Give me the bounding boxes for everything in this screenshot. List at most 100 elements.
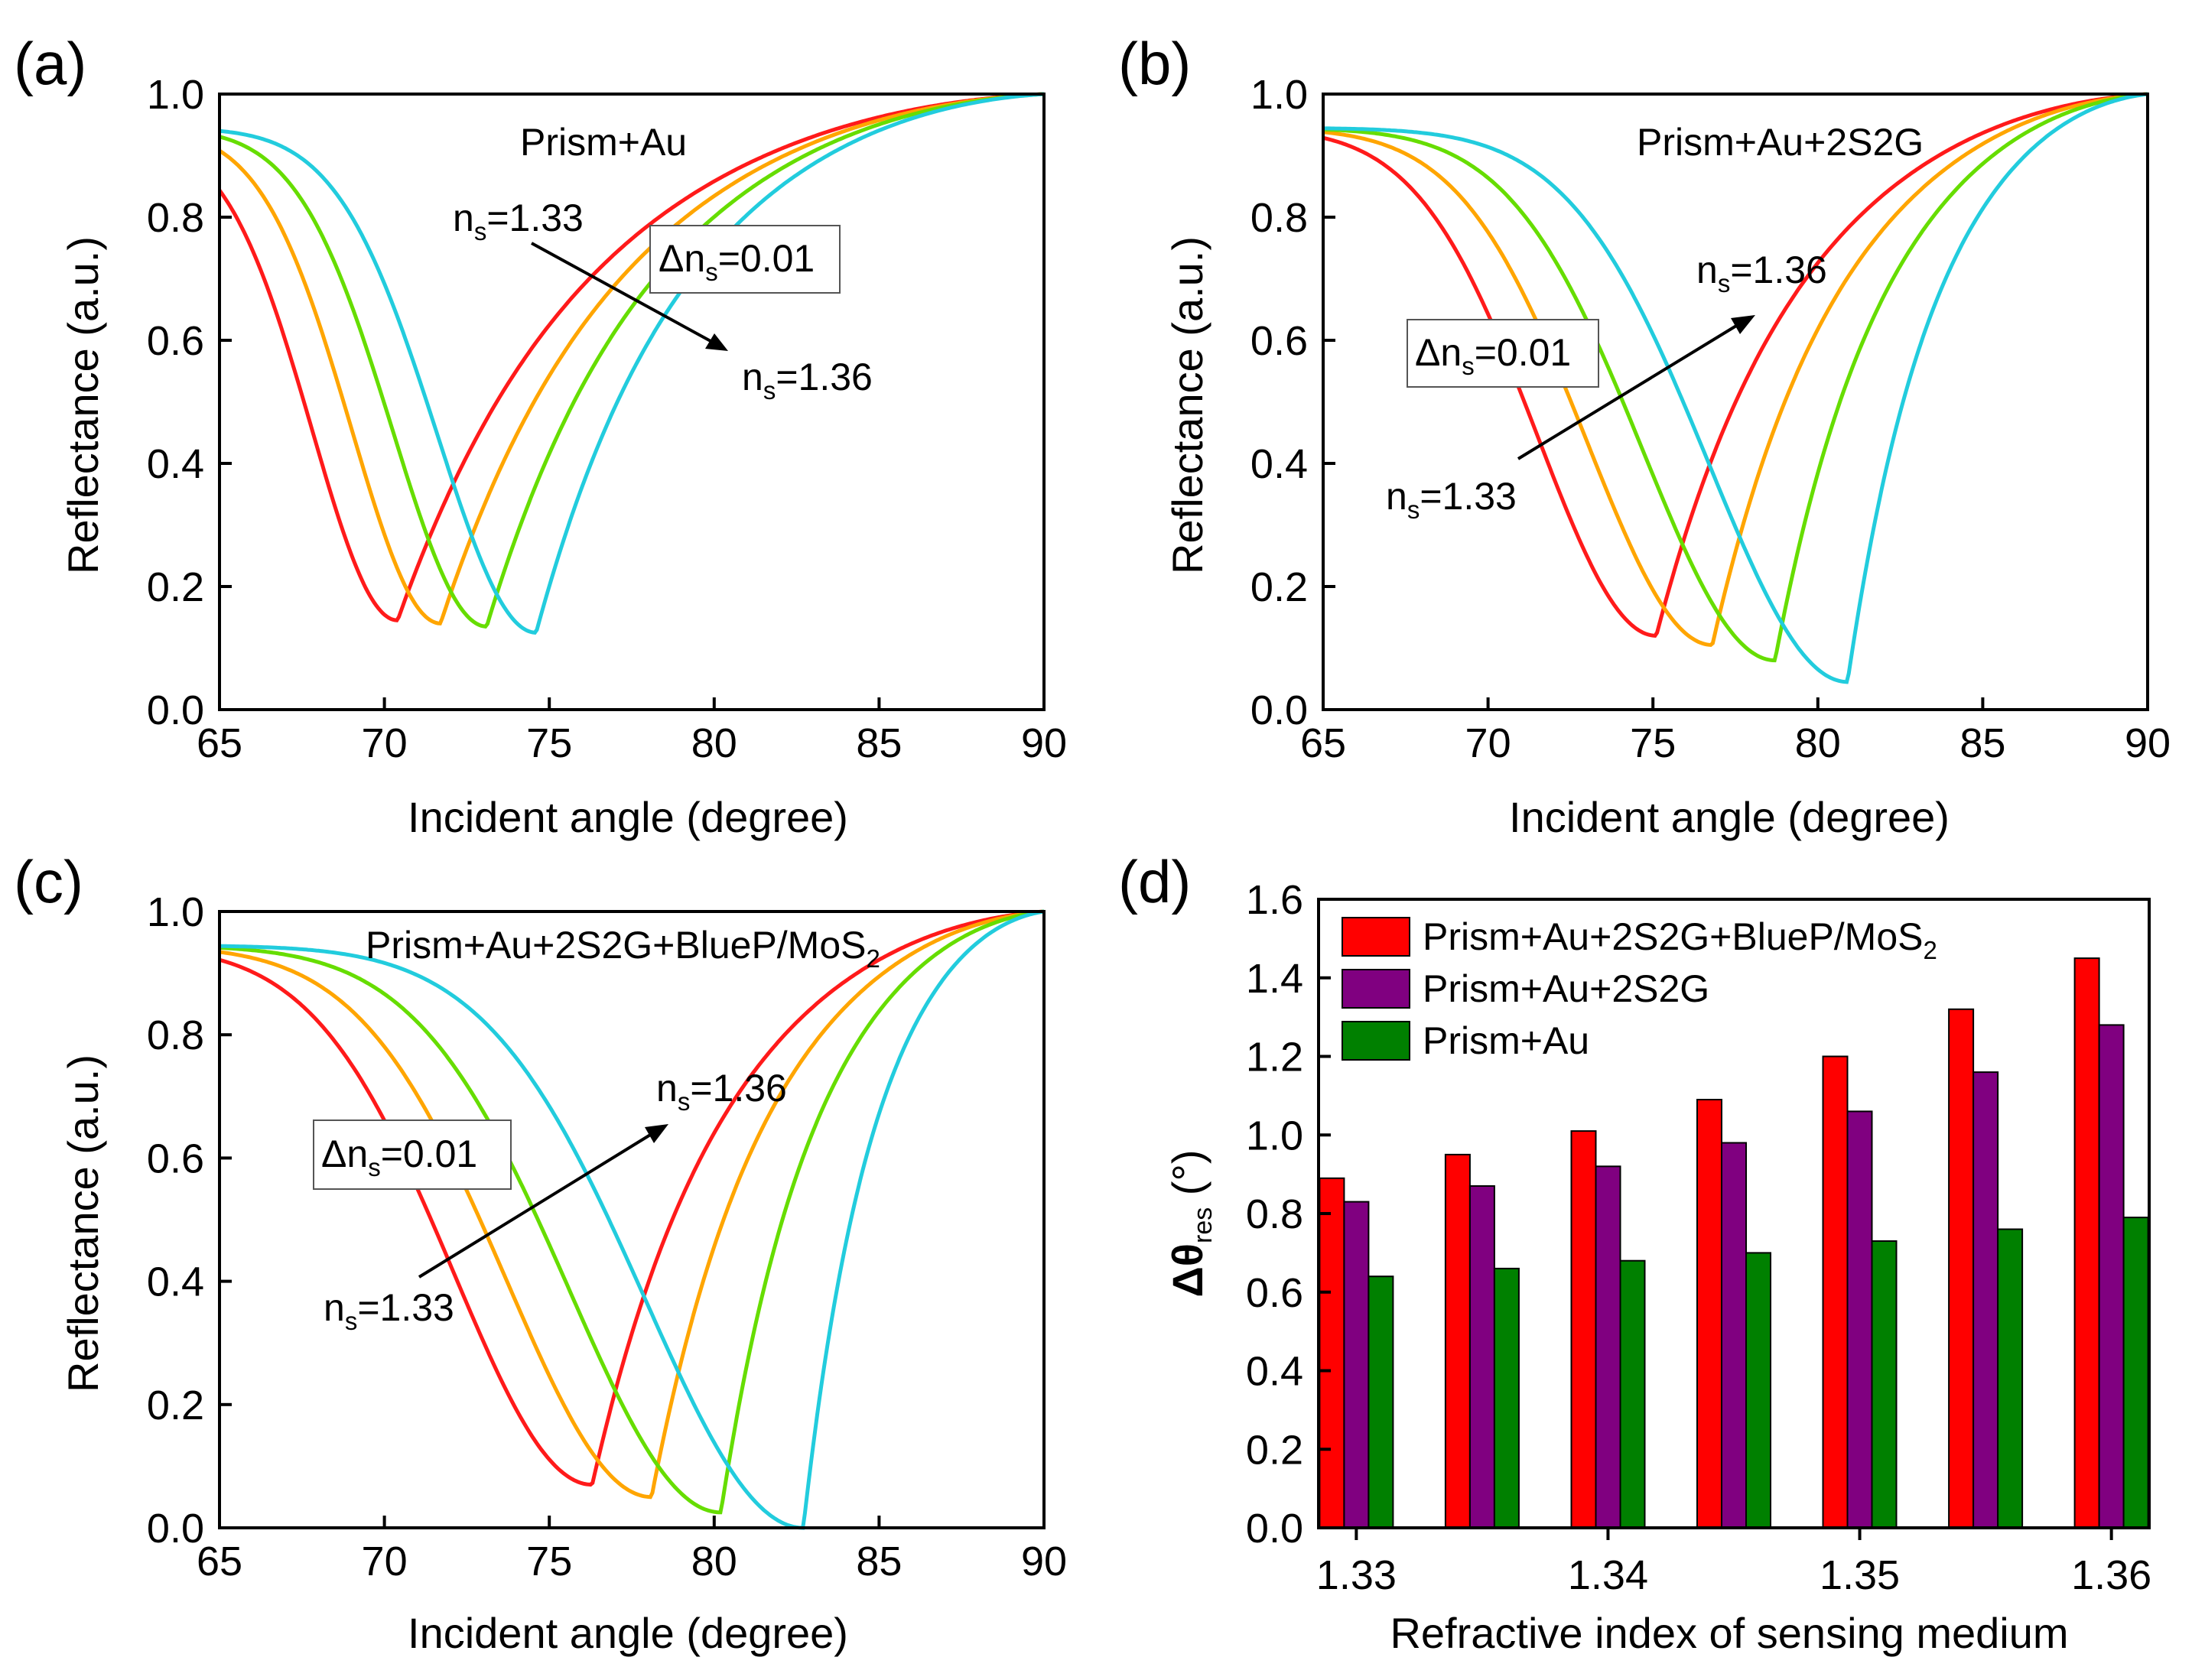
y-tick-label: 0.8 (147, 195, 204, 241)
x-tick-label: 80 (1795, 720, 1841, 766)
curve-c-3 (219, 909, 1045, 1515)
to-label-b: ns=1.36 (1696, 249, 1827, 297)
bar-1-1.340 (1570, 1130, 1597, 1529)
x-tick-label: 90 (1021, 1539, 1067, 1584)
x-axis-title-d: Refractive index of sensing medium (1390, 1609, 2068, 1657)
y-tick-label: 0.0 (147, 687, 204, 733)
panel-letter-b: (b) (1118, 30, 1191, 97)
bar-3-1.355 (1997, 1228, 2024, 1529)
y-tick-label: 0.2 (147, 564, 204, 610)
curve-a-2 (218, 92, 1045, 626)
label-prism-au-2s2g-bluep-mos2: Prism+Au+2S2G+BlueP/MoS2 (366, 924, 880, 973)
x-tick-label: 90 (1021, 720, 1067, 766)
bar-2-1.360 (2098, 1024, 2125, 1529)
bars-d (1319, 957, 2149, 1529)
y-tick-label: 0.0 (147, 1506, 204, 1552)
from-label-c: ns=1.33 (324, 1286, 454, 1335)
shift-arrowhead-c (645, 1124, 668, 1143)
x-tick-label: 85 (856, 1539, 902, 1584)
ticks-c: 65 70 75 80 85 90 0.0 0.2 0.4 0.6 0.8 1.0 (147, 889, 1067, 1584)
plot-frame-d (1317, 898, 2151, 1529)
plot-frame-b (1322, 93, 2149, 711)
shift-arrowhead-a (705, 333, 728, 351)
x-tick-label: 70 (1465, 720, 1511, 766)
bar-3-1.350 (1871, 1240, 1898, 1529)
curve-c-1 (219, 909, 1045, 1487)
x-tick-label: 65 (1300, 720, 1346, 766)
bar-1-1.335 (1444, 1153, 1471, 1529)
x-tick-label: 65 (197, 720, 242, 766)
x-axis-title-a: Incident angle (degree) (408, 793, 848, 841)
x-axis-title-c: Incident angle (degree) (408, 1609, 848, 1657)
y-tick-label: 1.0 (1250, 72, 1308, 118)
y-axis-title-c: Reflectance (a.u.) (59, 1054, 107, 1392)
y-tick-label: 0.2 (1250, 564, 1308, 610)
x-tick-label: 80 (691, 720, 737, 766)
curve-b-1 (1322, 92, 2148, 639)
legend-swatch-1 (1342, 917, 1410, 957)
bar-3-1.340 (1619, 1259, 1646, 1529)
x-tick-label: 70 (362, 1539, 408, 1584)
legend-swatch-3 (1342, 1021, 1410, 1061)
shift-arrow-b (1517, 320, 1745, 460)
bar-1-1.355 (1948, 1008, 1975, 1529)
y-tick-label: 1.0 (147, 889, 204, 935)
legend-label-3: Prism+Au (1423, 1019, 1589, 1062)
bar-3-1.345 (1745, 1252, 1771, 1529)
curve-b-2 (1322, 92, 2148, 647)
bar-3-1.330 (1368, 1275, 1394, 1529)
plot-frame-c (218, 910, 1046, 1529)
y-axis-title-d: Δθres (°) (1163, 1149, 1218, 1297)
bar-1-1.330 (1319, 1177, 1345, 1529)
bar-2-1.350 (1846, 1110, 1873, 1529)
shift-arrow-c (418, 1129, 659, 1279)
curves-a (217, 92, 1045, 635)
ticks-a: 65 70 75 80 85 90 0.0 0.2 0.4 0.6 0.8 1.0 (147, 72, 1067, 766)
y-tick-label: 0.2 (147, 1383, 204, 1428)
x-tick-label: 65 (197, 1539, 242, 1584)
bar-2-1.355 (1972, 1071, 1999, 1529)
x-tick-label: 1.33 (1316, 1552, 1397, 1598)
x-axis-title-b: Incident angle (degree) (1509, 793, 1950, 841)
x-tick-label: 70 (362, 720, 408, 766)
y-tick-label: 1.0 (147, 72, 204, 118)
shift-arrow-a (531, 242, 720, 347)
y-tick-label: 0.0 (1250, 687, 1308, 733)
legend-swatch-2 (1342, 969, 1410, 1009)
y-tick-label: 0.8 (147, 1012, 204, 1058)
bar-2-1.330 (1343, 1201, 1370, 1529)
y-tick-label: 0.6 (1246, 1270, 1303, 1316)
x-tick-label: 75 (526, 1539, 572, 1584)
ticks-d: 1.33 1.34 1.35 1.36 0.0 0.2 0.4 0.6 0.8 1.0 1.2 1.4… (1246, 877, 2151, 1598)
bar-3-1.335 (1493, 1267, 1520, 1529)
x-tick-label: 1.36 (2071, 1552, 2151, 1598)
x-tick-label: 85 (1959, 720, 2005, 766)
panel-letter-d: (d) (1118, 848, 1191, 915)
x-tick-label: 75 (526, 720, 572, 766)
y-tick-label: 0.8 (1246, 1191, 1303, 1237)
delta-label-c: Δns=0.01 (321, 1132, 477, 1181)
panel-d: (d) Δθres (°) Refractive index of sensin… (1118, 848, 2151, 1657)
panel-letter-a: (a) (14, 30, 86, 97)
panel-b: (b) Reflectance (a.u.) Incident angle (d… (1118, 30, 2171, 841)
y-tick-label: 0.4 (1250, 441, 1308, 487)
ticks-b: 65 70 75 80 85 90 0.0 0.2 0.4 0.6 0.8 1.0 (1250, 72, 2171, 766)
y-tick-label: 0.0 (1246, 1506, 1303, 1552)
legend-label-1: Prism+Au+2S2G+BlueP/MoS2 (1423, 915, 1937, 964)
curve-a-3 (219, 92, 1045, 629)
legend-label-2: Prism+Au+2S2G (1423, 967, 1709, 1010)
delta-box-b (1407, 319, 1599, 388)
bar-2-1.335 (1468, 1185, 1495, 1529)
curve-a-4 (219, 92, 1045, 635)
bar-2-1.340 (1595, 1165, 1621, 1529)
y-tick-label: 1.2 (1246, 1035, 1303, 1080)
curves-b (1322, 92, 2148, 684)
y-tick-label: 1.0 (1246, 1113, 1303, 1158)
x-tick-label: 1.35 (1820, 1552, 1900, 1598)
y-tick-label: 0.4 (1246, 1349, 1303, 1395)
y-tick-label: 0.6 (147, 318, 204, 364)
to-label-c: ns=1.36 (656, 1067, 787, 1116)
panel-a: (a) Reflectance (a.u.) Incident angle (d… (14, 30, 1067, 841)
label-prism-au-2s2g: Prism+Au+2S2G (1637, 121, 1924, 164)
panel-c: (c) Reflectance (a.u.) Incident angle (d… (14, 848, 1067, 1657)
